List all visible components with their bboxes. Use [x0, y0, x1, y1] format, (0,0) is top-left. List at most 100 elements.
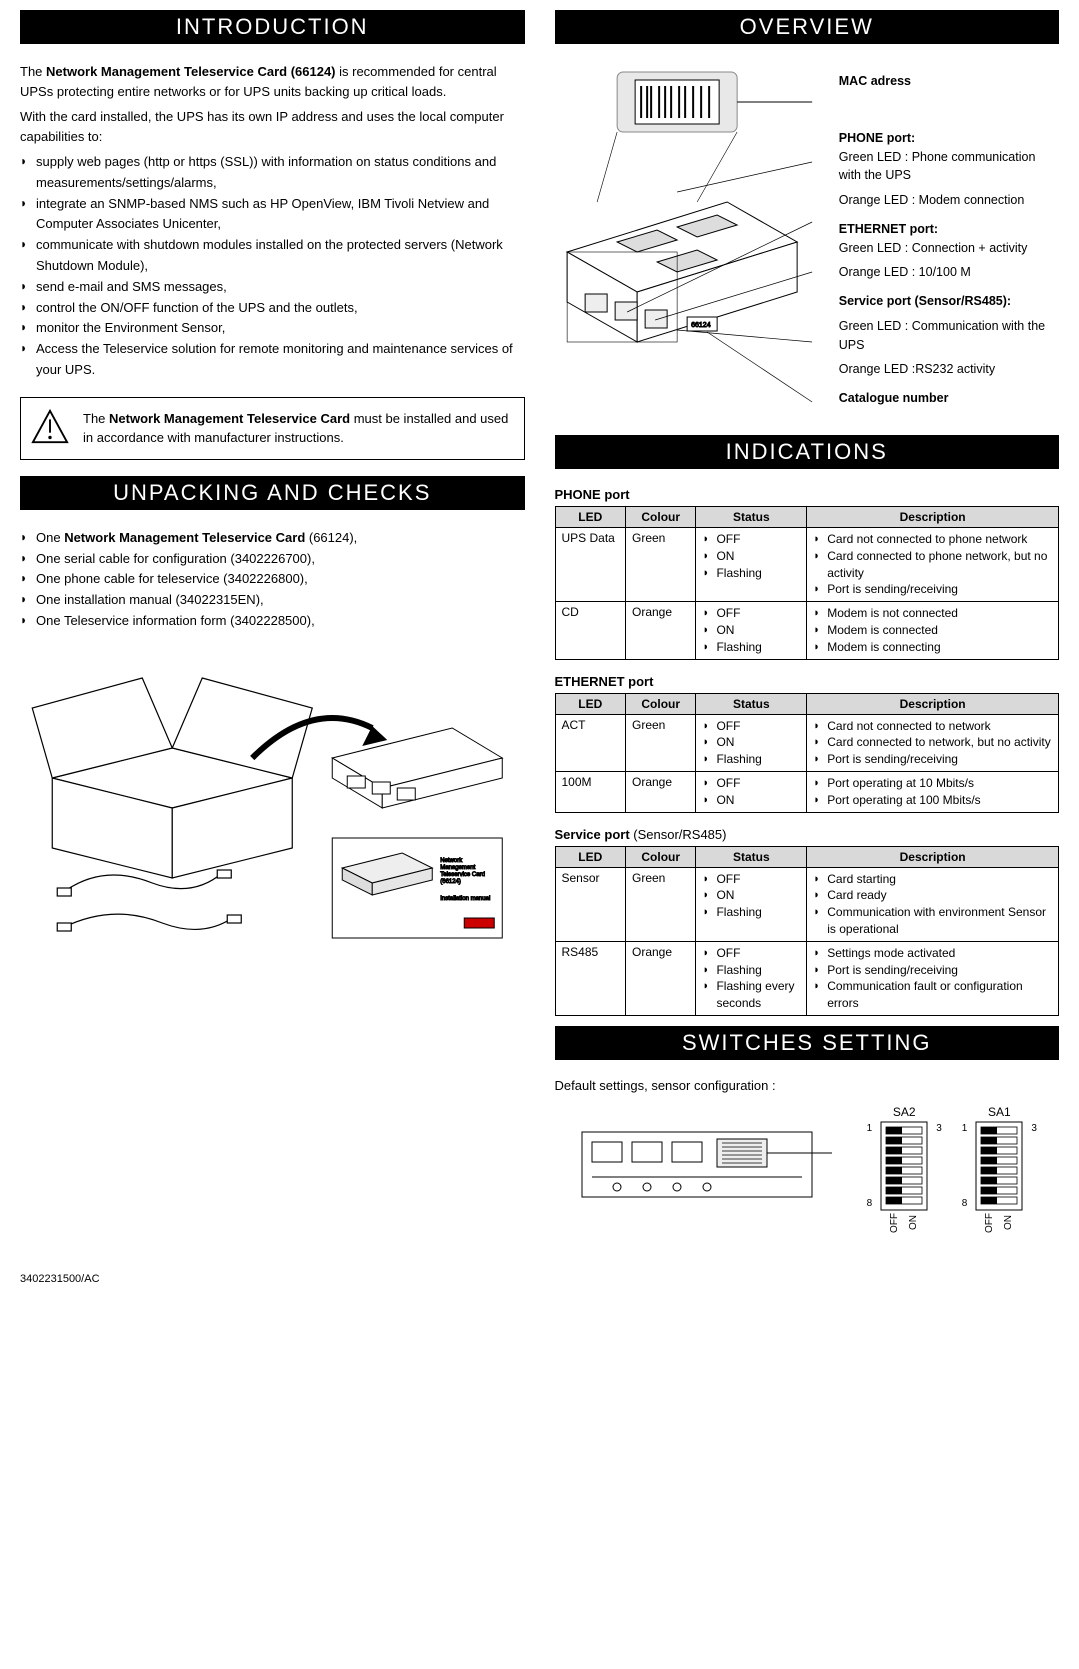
- table-cell: Settings mode activated Port is sending/…: [807, 941, 1059, 1015]
- table-header: LED: [555, 846, 625, 867]
- table-header: Description: [807, 846, 1059, 867]
- eth-green: Green LED : Connection + activity: [839, 239, 1059, 258]
- right-column: OVERVIEW: [555, 0, 1060, 1233]
- table-cell: RS485: [555, 941, 625, 1015]
- table-cell: Orange: [625, 941, 695, 1015]
- svg-text:Management: Management: [440, 865, 475, 871]
- svc-port-title: Service port (Sensor/RS485):: [839, 292, 1059, 311]
- table-cell: Card not connected to phone networkCard …: [807, 528, 1059, 602]
- intro-bullet-list: supply web pages (http or https (SSL)) w…: [20, 152, 525, 381]
- svg-text:(66124): (66124): [440, 879, 461, 885]
- unpacking-header: UNPACKING AND CHECKS: [20, 476, 525, 510]
- service-table: LEDColourStatusDescriptionSensorGreenOFF…: [555, 846, 1060, 1016]
- switches-diagram: SA2183OFFON SA1183OFFON: [555, 1105, 1060, 1233]
- overview-diagram: 66124: [555, 62, 819, 425]
- table-header: Description: [807, 507, 1059, 528]
- table-header: Status: [696, 846, 807, 867]
- intro-bullet: supply web pages (http or https (SSL)) w…: [20, 152, 525, 194]
- dip-switch: SA2183OFFON: [867, 1105, 942, 1233]
- unpacking-bullet: One installation manual (34022315EN),: [20, 590, 525, 611]
- table-cell: OFFFlashingFlashing every seconds: [696, 941, 807, 1015]
- table-cell: Orange: [625, 602, 695, 659]
- intro-p1b: Network Management Teleservice Card (661…: [46, 64, 336, 79]
- overview-header: OVERVIEW: [555, 10, 1060, 44]
- svc-title-a: Service port: [555, 827, 634, 842]
- switches-note: Default settings, sensor configuration :: [555, 1078, 1060, 1093]
- table-cell: Card not connected to networkCard connec…: [807, 714, 1059, 771]
- table-header: Status: [696, 693, 807, 714]
- dip-switch: SA1183OFFON: [962, 1105, 1037, 1233]
- intro-paragraph-2: With the card installed, the UPS has its…: [20, 107, 525, 146]
- table-cell: Green: [625, 528, 695, 602]
- unpacking-diagram: Network Management Teleservice Card (661…: [20, 648, 525, 951]
- warning-b: Network Management Teleservice Card: [109, 411, 350, 426]
- table-header: Colour: [625, 507, 695, 528]
- table-header: Colour: [625, 846, 695, 867]
- table-header: Colour: [625, 693, 695, 714]
- table-row: 100MOrangeOFFONPort operating at 10 Mbit…: [555, 771, 1059, 812]
- footer-docref: 3402231500/AC: [20, 1273, 1059, 1285]
- table-row: UPS DataGreenOFFONFlashingCard not conne…: [555, 528, 1059, 602]
- intro-p1a: The: [20, 64, 46, 79]
- table-row: ACTGreenOFFONFlashingCard not connected …: [555, 714, 1059, 771]
- catalogue-label: Catalogue number: [839, 389, 1059, 408]
- page-layout: INTRODUCTION The Network Management Tele…: [20, 0, 1059, 1233]
- table-cell: UPS Data: [555, 528, 625, 602]
- table-header: LED: [555, 693, 625, 714]
- table-header: LED: [555, 507, 625, 528]
- unpacking-bullet: One phone cable for teleservice (3402226…: [20, 569, 525, 590]
- intro-bullet: control the ON/OFF function of the UPS a…: [20, 298, 525, 319]
- table-cell: 100M: [555, 771, 625, 812]
- phone-port-title: PHONE port:: [839, 129, 1059, 148]
- table-cell: OFFONFlashing: [696, 528, 807, 602]
- switches-header: SWITCHES SETTING: [555, 1026, 1060, 1060]
- table-cell: OFFONFlashing: [696, 867, 807, 941]
- table-cell: ACT: [555, 714, 625, 771]
- table-cell: Green: [625, 867, 695, 941]
- table-cell: OFFONFlashing: [696, 602, 807, 659]
- warning-box: The Network Management Teleservice Card …: [20, 397, 525, 460]
- unpacking-bullet-list: One Network Management Teleservice Card …: [20, 528, 525, 632]
- svc-green: Green LED : Communication with the UPS: [839, 317, 1059, 355]
- intro-bullet: Access the Teleservice solution for remo…: [20, 339, 525, 381]
- eth-table-title: ETHERNET port: [555, 674, 1060, 689]
- table-cell: Green: [625, 714, 695, 771]
- warning-text: The Network Management Teleservice Card …: [83, 409, 514, 448]
- table-cell: Sensor: [555, 867, 625, 941]
- table-cell: CD: [555, 602, 625, 659]
- svg-text:Installation manual: Installation manual: [440, 896, 490, 902]
- intro-bullet: monitor the Environment Sensor,: [20, 318, 525, 339]
- eth-port-title: ETHERNET port:: [839, 220, 1059, 239]
- intro-paragraph-1: The Network Management Teleservice Card …: [20, 62, 525, 101]
- svg-text:Teleservice Card: Teleservice Card: [440, 872, 485, 878]
- intro-bullet: communicate with shutdown modules instal…: [20, 235, 525, 277]
- table-row: CDOrangeOFFONFlashingModem is not connec…: [555, 602, 1059, 659]
- table-header: Status: [696, 507, 807, 528]
- left-column: INTRODUCTION The Network Management Tele…: [20, 0, 525, 1233]
- table-cell: Card startingCard readyCommunication wit…: [807, 867, 1059, 941]
- eth-orange: Orange LED : 10/100 M: [839, 263, 1059, 282]
- svc-title-b: (Sensor/RS485): [633, 827, 726, 842]
- overview-grid: 66124 MAC adress P: [555, 62, 1060, 425]
- table-cell: Modem is not connectedModem is connected…: [807, 602, 1059, 659]
- svc-orange: Orange LED :RS232 activity: [839, 360, 1059, 379]
- warning-icon: [31, 408, 69, 449]
- table-row: RS485OrangeOFFFlashingFlashing every sec…: [555, 941, 1059, 1015]
- svg-text:Network: Network: [440, 858, 463, 864]
- unpacking-bullet: One Teleservice information form (340222…: [20, 611, 525, 632]
- svc-table-title: Service port (Sensor/RS485): [555, 827, 1060, 842]
- table-row: SensorGreenOFFONFlashingCard startingCar…: [555, 867, 1059, 941]
- dip-switch-blocks: SA2183OFFON SA1183OFFON: [867, 1105, 1037, 1233]
- phone-table: LEDColourStatusDescriptionUPS DataGreenO…: [555, 506, 1060, 660]
- overview-labels: MAC adress PHONE port: Green LED : Phone…: [839, 62, 1059, 425]
- ethernet-table: LEDColourStatusDescriptionACTGreenOFFONF…: [555, 693, 1060, 813]
- table-cell: Orange: [625, 771, 695, 812]
- unpacking-bullet: One serial cable for configuration (3402…: [20, 549, 525, 570]
- mac-label: MAC adress: [839, 72, 1059, 91]
- introduction-header: INTRODUCTION: [20, 10, 525, 44]
- phone-orange: Orange LED : Modem connection: [839, 191, 1059, 210]
- table-cell: Port operating at 10 Mbits/sPort operati…: [807, 771, 1059, 812]
- intro-bullet: integrate an SNMP-based NMS such as HP O…: [20, 194, 525, 236]
- svg-text:66124: 66124: [691, 322, 711, 329]
- table-header: Description: [807, 693, 1059, 714]
